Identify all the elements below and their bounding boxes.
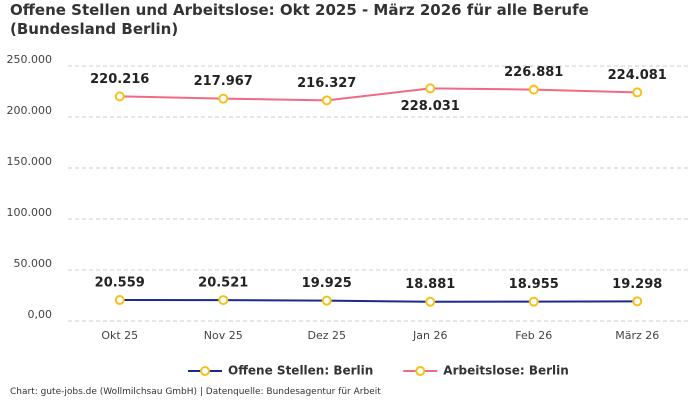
- point-marker: [528, 296, 539, 307]
- y-tick-label: 200.000: [7, 104, 53, 117]
- point-marker: [425, 296, 436, 307]
- data-label: 19.298: [612, 277, 662, 292]
- point-marker: [114, 91, 125, 102]
- data-label: 228.031: [401, 99, 460, 114]
- y-tick-label: 250.000: [7, 53, 53, 66]
- point-marker: [321, 295, 332, 306]
- point-marker: [114, 295, 125, 306]
- x-tick-label: Nov 25: [204, 329, 243, 342]
- legend-label: Arbeitslose: Berlin: [443, 364, 569, 378]
- y-tick-label: 50.000: [14, 257, 53, 270]
- series-line: [119, 299, 638, 303]
- series-line: [119, 87, 638, 102]
- footer: Chart: gute-jobs.de (Wollmilchsau GmbH) …: [10, 387, 381, 397]
- data-label: 20.521: [198, 276, 248, 291]
- data-label: 19.925: [302, 276, 352, 291]
- data-label: 220.216: [90, 72, 149, 87]
- y-tick-label: 100.000: [7, 206, 53, 219]
- data-label: 18.881: [405, 277, 455, 292]
- x-tick-label: März 26: [615, 329, 659, 342]
- x-tick-label: Jan 26: [412, 329, 447, 342]
- legend-marker: [415, 366, 426, 376]
- data-label: 224.081: [608, 68, 667, 83]
- x-tick-label: Feb 26: [515, 329, 552, 342]
- point-marker: [218, 93, 229, 104]
- x-tick-label: Dez 25: [307, 329, 346, 342]
- data-label: 216.327: [297, 76, 356, 91]
- data-label: 18.955: [509, 277, 559, 292]
- chart-title: Offene Stellen und Arbeitslose: Okt 2025…: [10, 1, 589, 38]
- point-marker: [528, 84, 539, 95]
- point-marker: [632, 87, 643, 98]
- y-tick-label: 0,00: [28, 308, 53, 321]
- data-label: 226.881: [504, 65, 563, 80]
- legend-label: Offene Stellen: Berlin: [228, 364, 373, 378]
- legend-marker: [200, 366, 210, 376]
- point-marker: [321, 95, 332, 106]
- point-marker: [425, 83, 436, 94]
- x-tick-label: Okt 25: [101, 329, 138, 342]
- data-label: 217.967: [194, 74, 253, 89]
- point-marker: [632, 296, 643, 307]
- y-tick-label: 150.000: [7, 155, 53, 168]
- data-label: 20.559: [95, 276, 145, 291]
- point-marker: [218, 295, 229, 306]
